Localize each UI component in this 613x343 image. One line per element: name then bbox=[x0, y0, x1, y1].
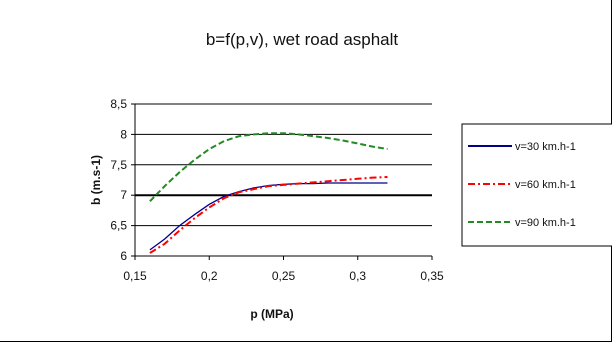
series-line bbox=[149, 132, 388, 202]
x-axis-label: p (MPa) bbox=[250, 307, 293, 321]
series-lines bbox=[149, 132, 388, 254]
y-axis-label: b (m.s-1) bbox=[89, 155, 103, 205]
x-tick-label: 0,35 bbox=[420, 269, 444, 283]
tick-labels: 6 6,5 7 7,5 8 8,5 0,15 0,2 0,25 0,3 0,35 bbox=[110, 97, 444, 283]
series-line bbox=[149, 182, 388, 251]
gridlines bbox=[135, 103, 432, 227]
legend: v=30 km.h-1 v=60 km.h-1 v=90 km.h-1 bbox=[461, 123, 612, 247]
y-tick-label: 7,5 bbox=[110, 158, 127, 172]
x-tick-label: 0,15 bbox=[123, 269, 147, 283]
chart-title: b=f(p,v), wet road asphalt bbox=[206, 30, 399, 49]
y-tick-label: 8,5 bbox=[110, 97, 127, 111]
legend-label: v=30 km.h-1 bbox=[515, 141, 576, 153]
axes bbox=[134, 104, 432, 257]
legend-box bbox=[461, 123, 612, 247]
y-tick-label: 8 bbox=[120, 127, 127, 141]
x-tick-label: 0,3 bbox=[349, 269, 366, 283]
y-tick-label: 7 bbox=[120, 188, 127, 202]
x-tick-label: 0,2 bbox=[201, 269, 218, 283]
x-tick-label: 0,25 bbox=[272, 269, 296, 283]
y-tick-label: 6,5 bbox=[110, 219, 127, 233]
legend-label: v=60 km.h-1 bbox=[515, 179, 576, 191]
legend-label: v=90 km.h-1 bbox=[515, 217, 576, 229]
y-tick-label: 6 bbox=[120, 249, 127, 263]
series-line bbox=[149, 176, 388, 254]
